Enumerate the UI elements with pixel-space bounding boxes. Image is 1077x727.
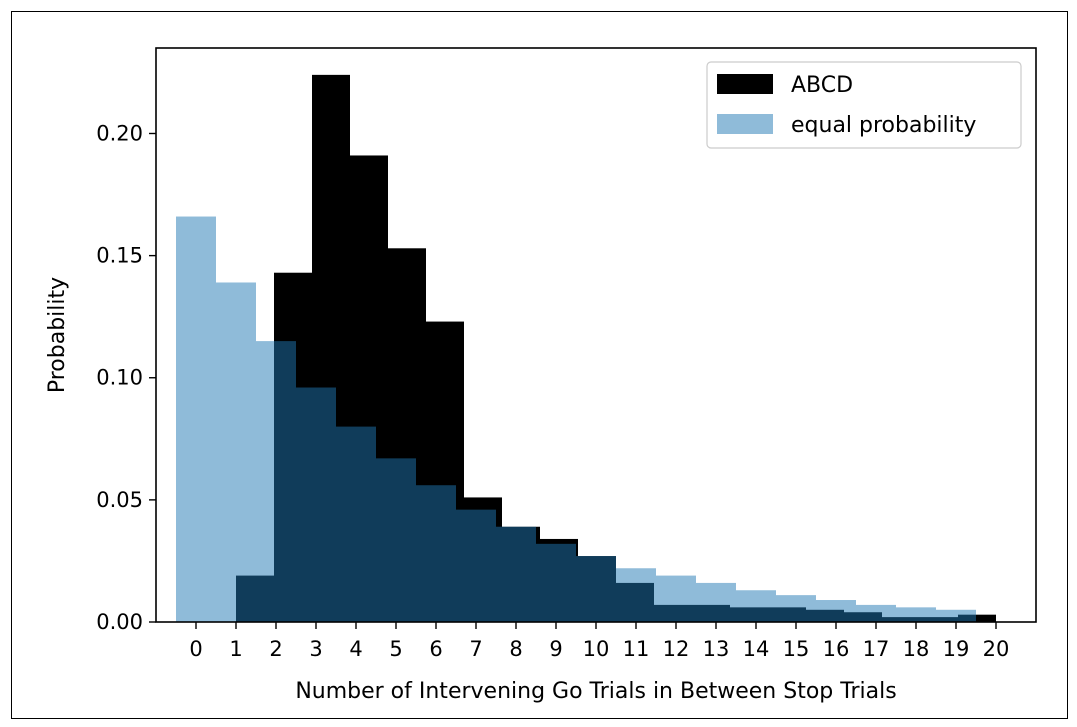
x-tick-label-18: 18 bbox=[903, 637, 930, 661]
x-tick-label-13: 13 bbox=[703, 637, 730, 661]
abcd-bar-19 bbox=[958, 614, 996, 622]
legend-label-abcd: ABCD bbox=[791, 73, 853, 98]
equal-probability-bar-3 bbox=[296, 387, 336, 622]
equal-probability-bar-15 bbox=[776, 595, 816, 622]
equal-probability-bar-5 bbox=[376, 458, 416, 622]
x-tick-label-5: 5 bbox=[389, 637, 402, 661]
equal-probability-bar-8 bbox=[496, 526, 536, 622]
x-tick-label-9: 9 bbox=[549, 637, 562, 661]
equal-probability-bar-14 bbox=[736, 590, 776, 622]
x-axis-label: Number of Intervening Go Trials in Betwe… bbox=[295, 679, 896, 704]
legend-swatch-equal-probability bbox=[717, 114, 773, 134]
legend: ABCD equal probability bbox=[706, 61, 1022, 149]
x-axis-ticks: 0 1 2 3 4 5 6 7 8 9 10 11 12 13 14 15 16 17 18 19 20 bbox=[189, 622, 1009, 661]
y-tick-label-0: 0.00 bbox=[96, 610, 143, 634]
y-tick-label-1: 0.05 bbox=[96, 488, 143, 512]
equal-probability-bar-11 bbox=[616, 568, 656, 622]
equal-probability-bar-12 bbox=[656, 575, 696, 622]
y-tick-label-3: 0.15 bbox=[96, 244, 143, 268]
x-tick-label-16: 16 bbox=[823, 637, 850, 661]
y-tick-label-4: 0.20 bbox=[96, 121, 143, 145]
x-tick-label-10: 10 bbox=[583, 637, 610, 661]
x-tick-label-3: 3 bbox=[309, 637, 322, 661]
equal-probability-bar-16 bbox=[816, 600, 856, 622]
x-tick-label-17: 17 bbox=[863, 637, 890, 661]
legend-box bbox=[706, 61, 1022, 149]
x-tick-label-12: 12 bbox=[663, 637, 690, 661]
legend-label-equal-probability: equal probability bbox=[791, 113, 976, 138]
x-tick-label-11: 11 bbox=[623, 637, 650, 661]
equal-probability-bars bbox=[176, 216, 976, 622]
equal-probability-bar-9 bbox=[536, 543, 576, 622]
y-tick-label-2: 0.10 bbox=[96, 366, 143, 390]
equal-probability-bar-7 bbox=[456, 509, 496, 622]
equal-probability-bar-0 bbox=[176, 216, 216, 622]
x-tick-label-1: 1 bbox=[229, 637, 242, 661]
x-tick-label-19: 19 bbox=[943, 637, 970, 661]
equal-probability-bar-18 bbox=[896, 607, 936, 622]
x-tick-label-15: 15 bbox=[783, 637, 810, 661]
equal-probability-bar-1 bbox=[216, 282, 256, 622]
x-tick-label-7: 7 bbox=[469, 637, 482, 661]
equal-probability-bar-2 bbox=[256, 341, 296, 622]
x-tick-label-6: 6 bbox=[429, 637, 442, 661]
equal-probability-bar-13 bbox=[696, 582, 736, 622]
equal-probability-bar-17 bbox=[856, 604, 896, 622]
equal-probability-bar-4 bbox=[336, 426, 376, 622]
x-tick-label-20: 20 bbox=[983, 637, 1010, 661]
equal-probability-bar-19 bbox=[936, 609, 976, 622]
y-axis-label: Probability bbox=[45, 277, 70, 393]
x-tick-label-14: 14 bbox=[743, 637, 770, 661]
legend-swatch-abcd bbox=[717, 74, 773, 94]
x-tick-label-4: 4 bbox=[349, 637, 362, 661]
equal-probability-bar-10 bbox=[576, 556, 616, 622]
x-tick-label-0: 0 bbox=[189, 637, 202, 661]
y-axis-ticks: 0.00 0.05 0.10 0.15 0.20 bbox=[96, 121, 156, 634]
x-tick-label-8: 8 bbox=[509, 637, 522, 661]
x-tick-label-2: 2 bbox=[269, 637, 282, 661]
equal-probability-bar-6 bbox=[416, 485, 456, 622]
